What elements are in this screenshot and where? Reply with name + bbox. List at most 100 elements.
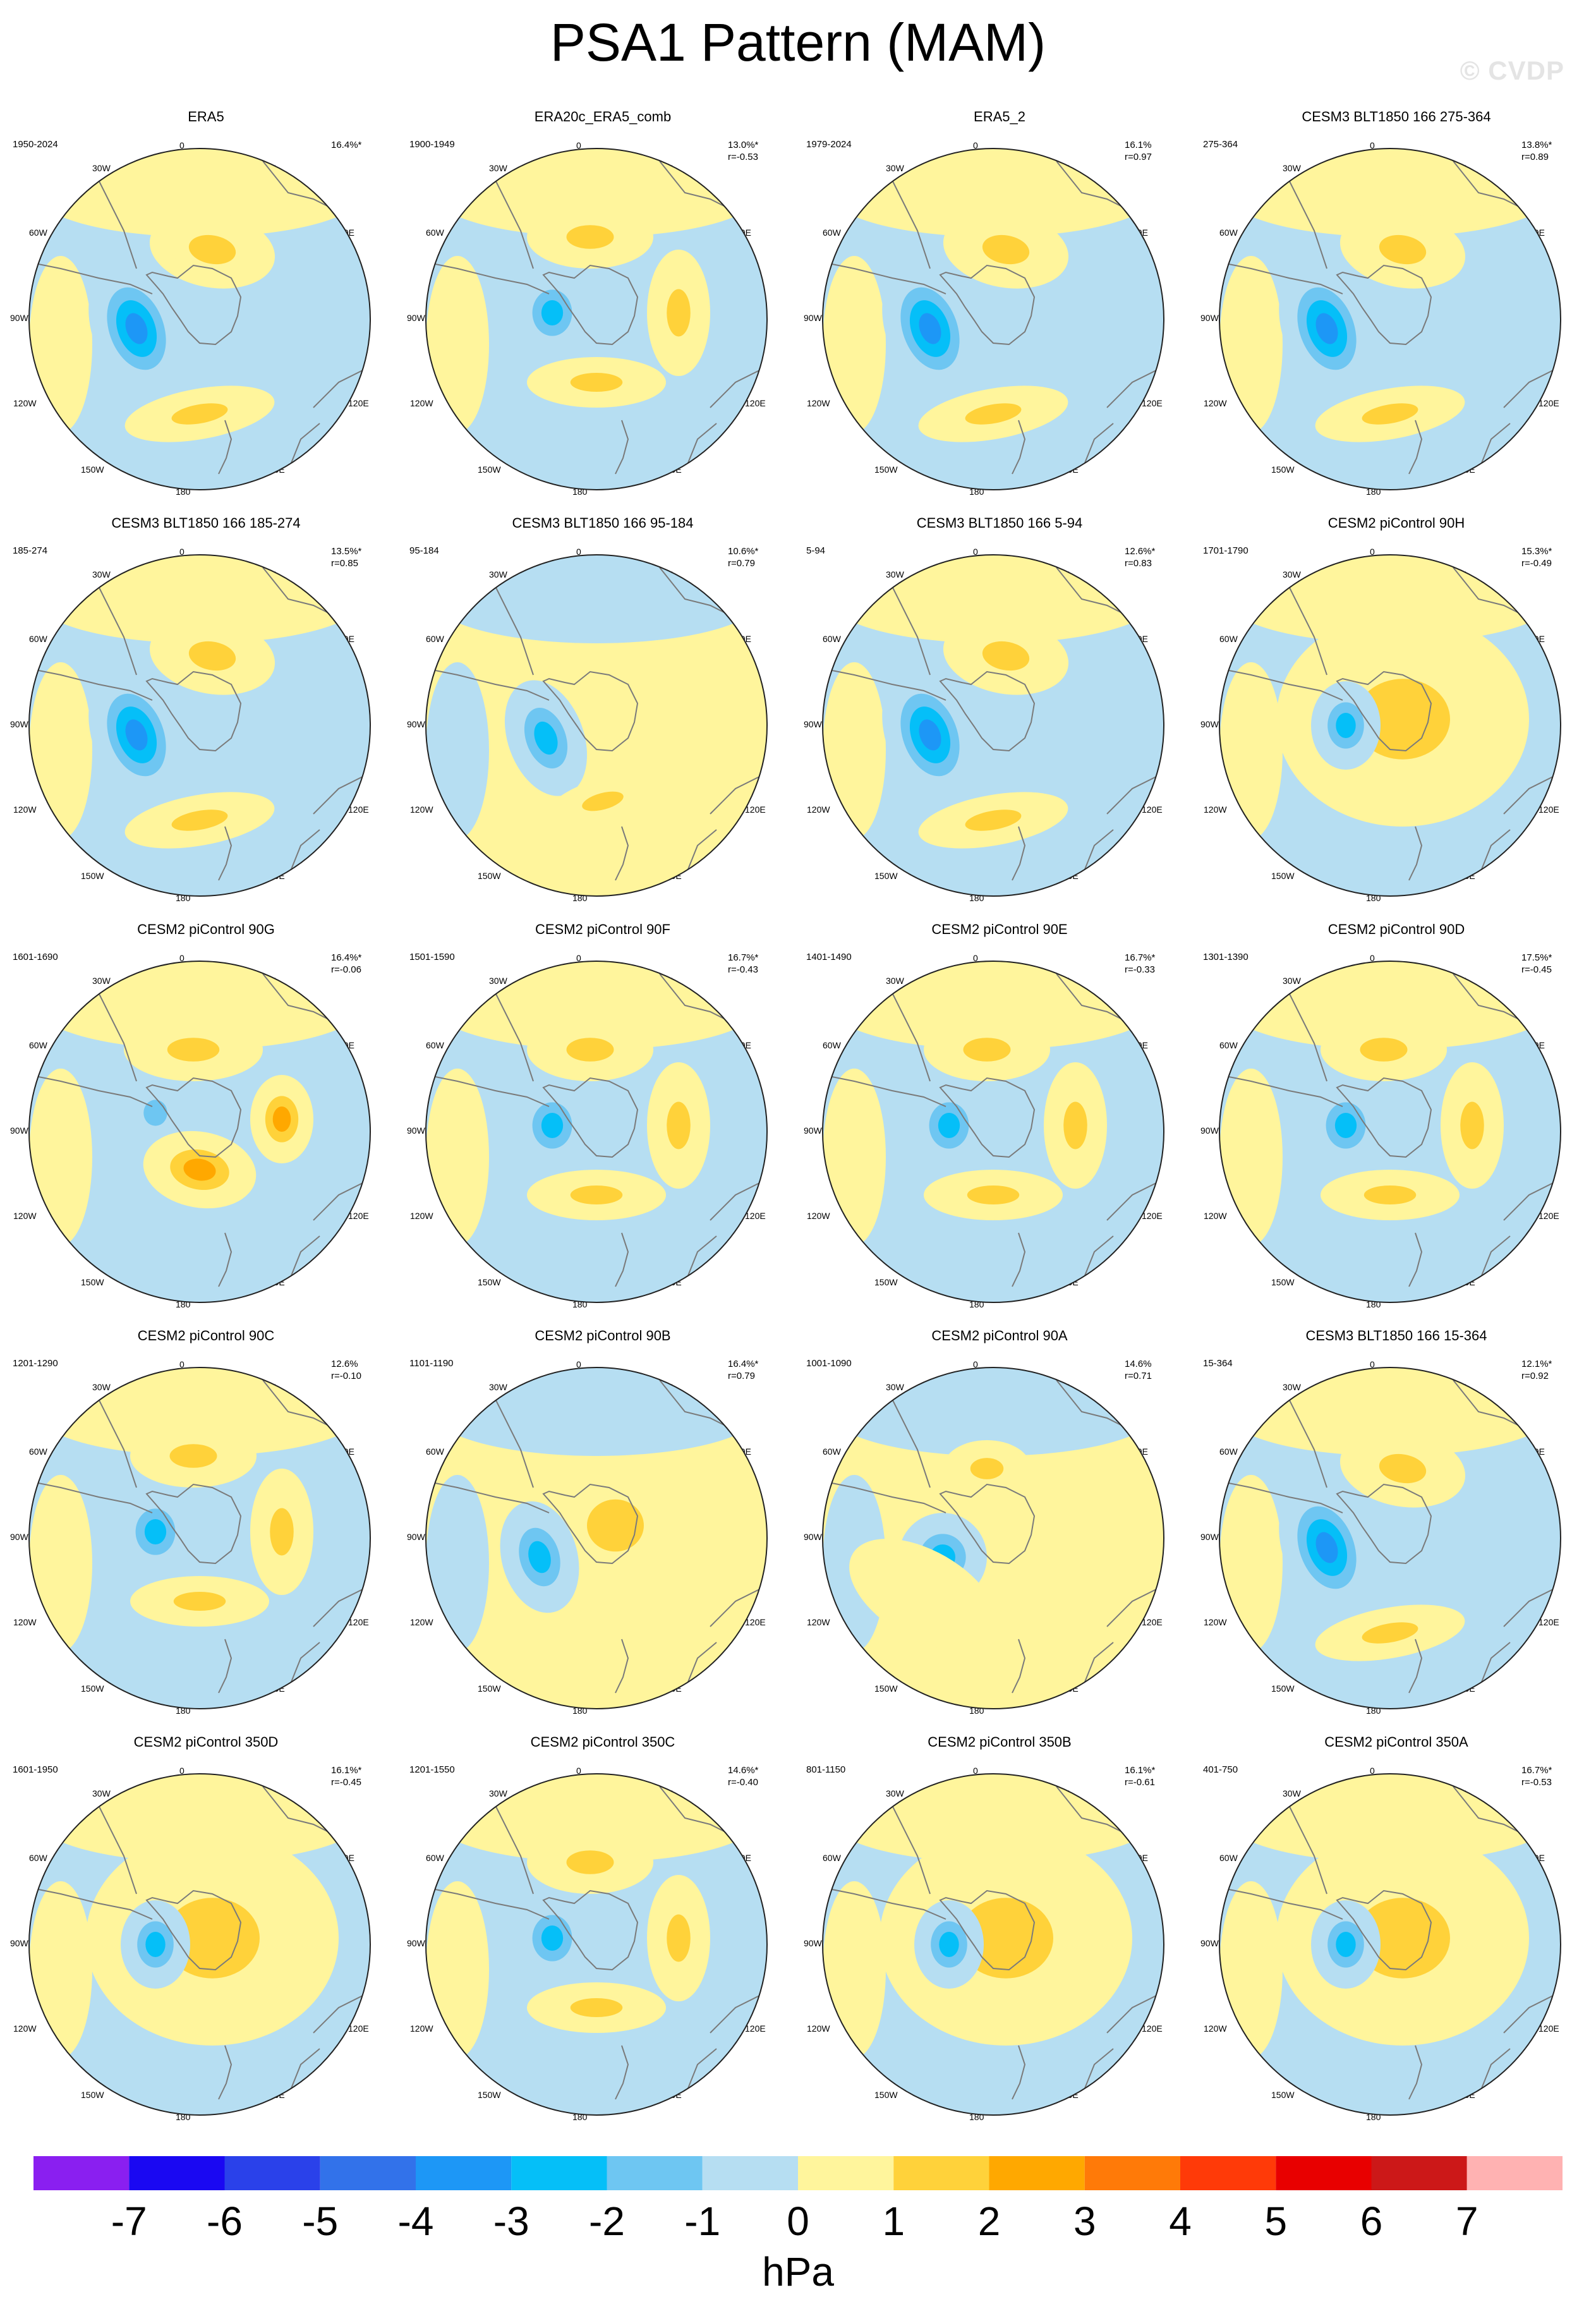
map-panel: CESM3 BLT1850 166 15-364 15-364 12.1%* r=0.… [1200,1326,1592,1728]
longitude-label: 60W [426,1040,444,1050]
longitude-label: 30W [489,163,507,173]
pattern-correlation: r=0.89 [1521,152,1549,162]
anomaly-contour [171,403,228,425]
australia-coastline [684,1182,761,1284]
longitude-label: 30W [1283,163,1301,173]
australia-coastline [287,369,365,471]
longitude-label: 90W [407,1125,425,1136]
map-panel: CESM2 piControl 350C 1201-1550 14.6%* r=-0.… [407,1733,799,2134]
variance-percent: 12.6%* [1125,546,1156,557]
panel-period: 1001-1090 [806,1358,852,1369]
colorbar-tick-label: -5 [302,2198,339,2244]
anomaly-contour [970,1458,1004,1479]
panel-period: 1201-1550 [409,1764,455,1775]
variance-percent: 13.0%* [728,140,759,150]
colorbar-tick-label: -3 [493,2198,529,2244]
longitude-label: 90W [10,719,28,729]
panel-variance: 17.5%* r=-0.45 [1521,952,1552,976]
colorbar-tick-label: 0 [787,2198,809,2244]
anomaly-contour [173,1592,226,1611]
longitude-label: 150W [81,1277,104,1287]
map-boundary [822,1773,1164,2116]
longitude-label: 0 [576,140,581,150]
anomaly-band [1219,1881,1283,2058]
pattern-correlation: r=-0.45 [1521,964,1552,975]
antarctica-coastline [542,264,639,346]
panel-period: 5-94 [806,545,826,556]
colorbar [33,2156,1563,2190]
antarctica-coastline [939,1077,1036,1158]
longitude-label: 0 [973,1359,978,1369]
antarctica-coastline [939,1483,1036,1565]
longitude-label: 120E [1142,804,1163,815]
colorbar-segment [702,2156,798,2190]
longitude-label: 0 [1370,953,1375,963]
south-america-coastline [29,179,153,294]
panel-variance: 16.7%* r=-0.33 [1125,952,1155,976]
map-boundary [1219,1773,1561,2116]
variance-percent: 14.6% [1125,1359,1152,1369]
anomaly-band [829,555,1158,643]
longitude-label: 120E [1539,398,1559,408]
longitude-label: 0 [576,1766,581,1776]
longitude-label: 150W [1271,1277,1295,1287]
australia-coastline [684,1994,761,2097]
australia-coastline [287,775,365,878]
longitude-label: 0 [576,1359,581,1369]
longitude-label: 30W [1283,569,1301,579]
anomaly-band [35,961,364,1050]
australia-coastline [1478,1182,1555,1284]
pattern-correlation: r=-0.40 [728,1777,758,1788]
australia-coastline [1081,1588,1158,1690]
map-boundary [822,554,1164,897]
panel-title: CESM2 piControl 90D [1327,921,1465,937]
anomaly-contour [1315,313,1338,344]
antarctica-coastline [542,670,639,752]
anomaly-contour [566,1038,614,1062]
colorbar-segment [129,2156,225,2190]
new-zealand-coastline [615,826,629,881]
australia-coastline [1478,775,1555,878]
antarctica-coastline [939,1889,1036,1971]
new-zealand-coastline [1012,1639,1026,1694]
polar-map [425,148,768,490]
longitude-label: 120E [1539,1211,1559,1221]
australia-coastline [1478,1588,1555,1690]
longitude-label: 120W [1204,2023,1227,2034]
anomaly-contour [188,641,236,671]
anomaly-band [35,1367,364,1456]
colorbar-unit: hPa [762,2249,834,2295]
colorbar-tick-label: 4 [1169,2198,1192,2244]
colorbar-segment [1180,2156,1276,2190]
polar-map [425,1367,768,1709]
anomaly-band [1226,1367,1554,1456]
south-america-coastline [1219,992,1343,1107]
pattern-correlation: r=0.97 [1125,152,1152,162]
antarctica-coastline [1336,1077,1432,1158]
panel-period: 1601-1690 [13,952,58,962]
panel-title: ERA20c_ERA5_comb [534,109,672,124]
anomaly-band [829,1774,1158,1862]
longitude-label: 120W [807,1617,830,1627]
longitude-label: 120E [745,2023,766,2034]
anomaly-contour [188,234,236,265]
anomaly-contour [541,300,564,325]
pattern-correlation: r=0.92 [1521,1371,1549,1381]
panel-title: CESM3 BLT1850 166 275-364 [1302,109,1491,124]
longitude-label: 120W [13,398,37,408]
colorbar-tick-label: 6 [1360,2198,1383,2244]
longitude-label: 120W [13,2023,37,2034]
longitude-label: 90W [407,719,425,729]
map-boundary [1219,554,1561,897]
anomaly-band [1226,961,1554,1050]
map-boundary [425,554,768,897]
longitude-label: 90W [10,1938,28,1948]
watermark: © CVDP [1460,56,1564,85]
new-zealand-coastline [218,420,233,475]
map-panel: CESM3 BLT1850 166 5-94 5-94 12.6%* r=0.83 0 3… [804,514,1195,915]
anomaly-contour [171,809,228,831]
longitude-label: 60W [1219,1040,1238,1050]
anomaly-contour [1360,1038,1408,1062]
pattern-correlation: r=-0.53 [728,152,758,162]
australia-coastline [1081,775,1158,878]
